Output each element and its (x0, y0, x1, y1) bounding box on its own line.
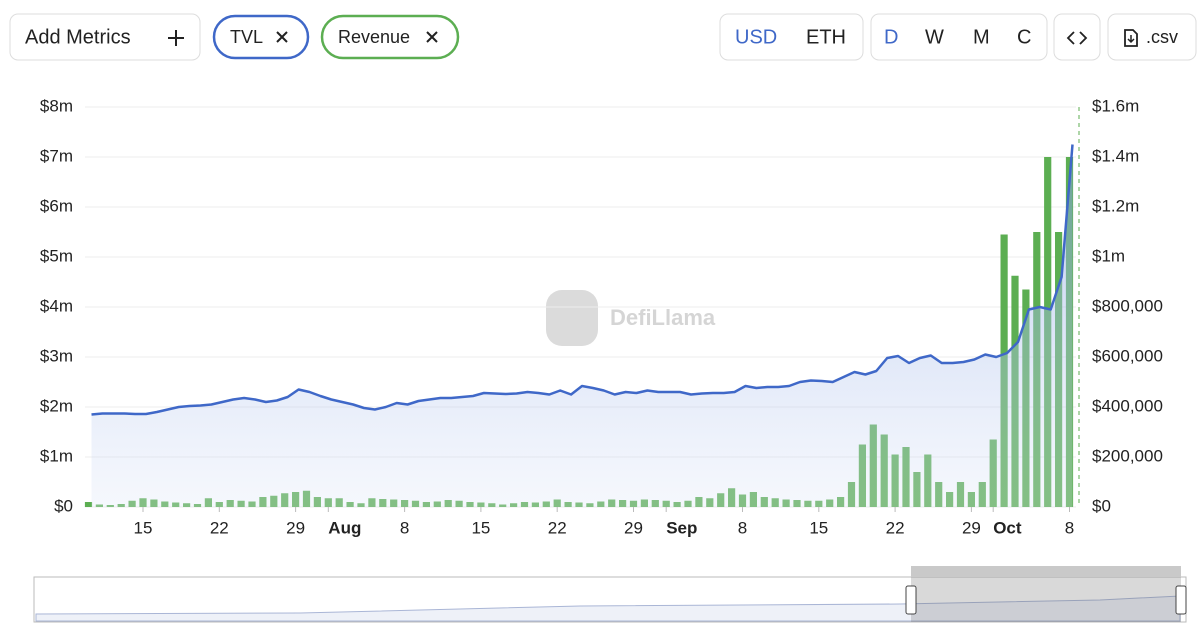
x-tick-label: Sep (666, 518, 697, 537)
y-tick-label: $8m (40, 96, 73, 115)
period-m[interactable]: M (973, 26, 990, 48)
tvl-area (91, 144, 1073, 507)
x-tick-label: 22 (548, 518, 567, 537)
y-tick-label: $5m (40, 246, 73, 265)
plot (84, 106, 1076, 508)
x-tick-label: 22 (210, 518, 229, 537)
tvl-line (91, 144, 1074, 416)
navigator[interactable] (33, 566, 1187, 623)
currency-eth[interactable]: ETH (806, 26, 846, 48)
period-c[interactable]: C (1017, 26, 1031, 48)
x-tick-label: 29 (624, 518, 643, 537)
x-tick-label: 8 (738, 518, 747, 537)
watermark-text: DefiLlama (610, 305, 716, 330)
revenue-chip-label: Revenue (338, 27, 410, 47)
period-d[interactable]: D (884, 26, 898, 48)
watermark: DefiLlama (546, 290, 716, 346)
x-tick-label: Aug (328, 518, 361, 537)
x-tick-label: 8 (400, 518, 409, 537)
y2-tick-label: $400,000 (1092, 396, 1163, 415)
x-tick-label: 22 (886, 518, 905, 537)
y2-tick-label: $1.2m (1092, 196, 1139, 215)
currency-usd[interactable]: USD (735, 26, 777, 48)
x-tick-label: 8 (1065, 518, 1074, 537)
y-tick-label: $0 (54, 496, 73, 515)
embed-button[interactable] (1053, 13, 1101, 61)
period-w[interactable]: W (925, 26, 944, 48)
y2-tick-label: $200,000 (1092, 446, 1163, 465)
x-tick-label: 29 (962, 518, 981, 537)
y-tick-label: $2m (40, 396, 73, 415)
csv-button[interactable]: .csv (1107, 13, 1197, 61)
x-tick-label: 29 (286, 518, 305, 537)
tvl-chip[interactable]: TVL (212, 14, 310, 60)
y2-tick-label: $1m (1092, 246, 1125, 265)
revenue-bar (84, 502, 93, 507)
y-tick-label: $7m (40, 146, 73, 165)
y2-tick-label: $1.4m (1092, 146, 1139, 165)
x-tick-label: 15 (809, 518, 828, 537)
csv-label: .csv (1146, 27, 1178, 47)
y2-tick-label: $1.6m (1092, 96, 1139, 115)
period-group (870, 13, 1048, 61)
y-tick-label: $4m (40, 296, 73, 315)
y2-tick-label: $800,000 (1092, 296, 1163, 315)
y2-tick-label: $600,000 (1092, 346, 1163, 365)
y-tick-label: $3m (40, 346, 73, 365)
currency-group (719, 13, 864, 61)
y-tick-label: $6m (40, 196, 73, 215)
add-metrics-button[interactable]: Add Metrics (9, 13, 201, 61)
y2-tick-label: $0 (1092, 496, 1111, 515)
y-tick-label: $1m (40, 446, 73, 465)
tvl-chip-label: TVL (230, 27, 263, 47)
x-tick-label: 15 (134, 518, 153, 537)
revenue-chip[interactable]: Revenue (320, 14, 460, 60)
add-metrics-label: Add Metrics (25, 26, 131, 48)
x-tick-label: 15 (471, 518, 490, 537)
x-tick-label: Oct (993, 518, 1022, 537)
